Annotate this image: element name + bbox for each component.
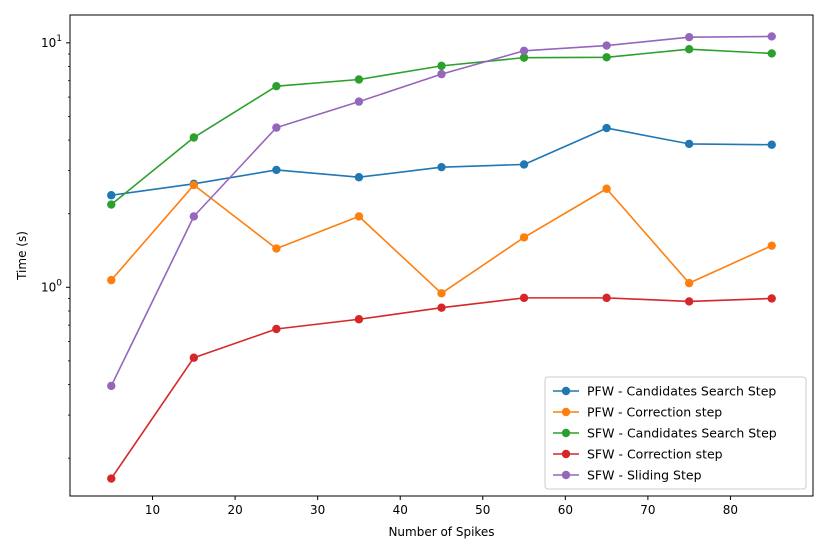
data-point (354, 97, 364, 106)
data-point (189, 212, 199, 221)
data-point (684, 32, 694, 42)
legend-box (544, 376, 807, 490)
x-tick-label: 10 (145, 503, 160, 517)
legend-label: SFW - Candidates Search Step (587, 426, 777, 441)
series-2 (107, 180, 776, 298)
data-point (684, 139, 694, 149)
legend-item: SFW - Correction step (553, 447, 723, 462)
data-point (107, 191, 116, 200)
data-point (272, 165, 281, 175)
legend-item: SFW - Candidates Search Step (553, 426, 777, 441)
data-point (437, 69, 446, 79)
data-point (107, 275, 116, 285)
data-point (767, 241, 776, 250)
x-tick-label: 30 (310, 503, 325, 517)
x-tick-label: 50 (475, 503, 490, 517)
legend-item: PFW - Correction step (553, 405, 722, 420)
data-point (272, 81, 281, 91)
data-point (519, 160, 529, 169)
ticks-layer: 10 20 30 40 50 60 70 80 100 101 (41, 34, 738, 517)
data-point (519, 233, 529, 242)
legend-marker (561, 470, 571, 480)
data-point (684, 297, 694, 306)
y-axis-label: Time (s) (15, 231, 29, 281)
series-4 (107, 293, 776, 483)
data-point (767, 294, 776, 303)
legend-label: PFW - Candidates Search Step (587, 384, 776, 399)
data-point (602, 41, 611, 50)
data-point (107, 200, 116, 209)
series-layer (107, 32, 776, 483)
data-point (272, 324, 281, 334)
data-point (767, 32, 776, 41)
data-point (767, 140, 776, 149)
data-point (767, 49, 776, 58)
data-point (684, 44, 694, 54)
y-tick-label: 100 (41, 278, 62, 294)
x-tick-label: 40 (393, 503, 408, 517)
series-5 (107, 32, 776, 391)
data-point (437, 61, 446, 71)
data-point (519, 293, 529, 303)
data-point (602, 293, 611, 303)
legend-item: SFW - Sliding Step (553, 468, 702, 483)
data-point (354, 75, 364, 84)
data-point (354, 315, 364, 324)
data-point (437, 162, 446, 172)
legend-item: PFW - Candidates Search Step (553, 384, 776, 399)
legend-marker (561, 407, 571, 417)
y-tick-label: 101 (41, 34, 62, 50)
data-point (519, 46, 529, 55)
data-point (354, 212, 364, 221)
series-3 (107, 44, 776, 209)
legend-label: SFW - Correction step (587, 447, 723, 462)
legend-label: SFW - Sliding Step (587, 468, 702, 483)
legend: PFW - Candidates Search Step PFW - Correc… (544, 376, 807, 490)
data-point (602, 123, 611, 133)
legend-marker (561, 449, 571, 459)
legend-label: PFW - Correction step (587, 405, 722, 420)
data-point (437, 303, 446, 312)
x-tick-label: 70 (640, 503, 655, 517)
data-point (107, 381, 116, 391)
data-point (107, 474, 116, 483)
data-point (602, 53, 611, 62)
data-point (189, 133, 199, 142)
legend-marker (561, 386, 571, 396)
x-tick-label: 20 (227, 503, 242, 517)
data-point (354, 173, 364, 182)
plot-frame (69, 14, 814, 497)
data-point (437, 289, 446, 298)
legend-marker (561, 428, 571, 438)
data-point (684, 278, 694, 288)
data-point (272, 123, 281, 132)
x-tick-label: 80 (723, 503, 738, 517)
data-point (519, 53, 529, 62)
x-axis-label: Number of Spikes (388, 525, 494, 539)
data-point (272, 244, 281, 253)
data-point (189, 353, 199, 362)
data-point (602, 184, 611, 193)
x-tick-label: 60 (558, 503, 573, 517)
data-point (189, 180, 199, 190)
